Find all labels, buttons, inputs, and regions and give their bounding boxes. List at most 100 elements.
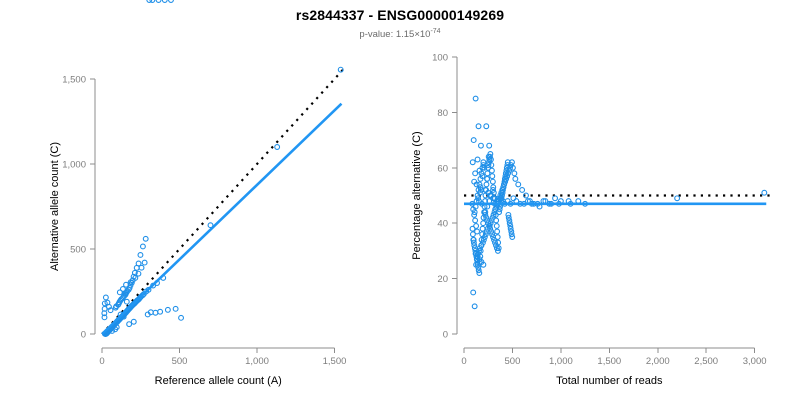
scatter-panel-percentage: 0 20 40 60 80 100 0 500 1,000 1,500 2,000 2,500 3,00… [400, 0, 800, 400]
scatter-point [475, 123, 482, 130]
scatter-point [486, 142, 493, 149]
scatter-point [471, 211, 478, 218]
scatter-point [512, 175, 519, 182]
scatter-point [478, 170, 485, 177]
scatter-point [135, 260, 142, 267]
scatter-point [135, 270, 142, 277]
scatter-point [101, 300, 108, 307]
scatter-point [508, 231, 515, 238]
scatter-point [674, 195, 681, 202]
scatter-point [475, 195, 482, 202]
y-tick-label: 20 [437, 274, 448, 285]
y-tick-label: 1,000 [62, 160, 86, 171]
scatter-point [501, 178, 508, 185]
scatter-point [489, 178, 496, 185]
scatter-point [479, 164, 486, 171]
figure-subtitle: p-value: 1.15×10-74 [0, 28, 800, 40]
scatter-point [501, 175, 508, 182]
scatter-point [274, 144, 281, 150]
scatter-point [487, 156, 494, 163]
scatter-point [488, 192, 495, 199]
scatter-point [499, 192, 505, 199]
regression-line [101, 102, 343, 335]
scatter-point [484, 170, 491, 177]
scatter-point [149, 0, 156, 3]
x-tick-label: 1,000 [245, 356, 269, 367]
scatter-point [137, 252, 144, 258]
scatter-point [502, 170, 509, 177]
scatter-point [469, 225, 476, 232]
scatter-point [476, 181, 483, 188]
x-tick-label: 3,000 [743, 356, 767, 367]
scatter-point [496, 206, 503, 213]
x-tick-label: 0 [99, 356, 104, 367]
scatter-point [484, 175, 491, 182]
x-tick-label: 500 [172, 356, 188, 367]
scatter-point [506, 217, 513, 224]
scatter-point [485, 220, 492, 227]
scatter-point [474, 228, 481, 235]
scatter-point [101, 310, 108, 317]
scatter-point [473, 223, 480, 229]
scatter-point [490, 211, 497, 218]
scatter-point [477, 247, 484, 254]
x-axis-title: Reference allele count (A) [155, 375, 282, 387]
scatter-point [493, 242, 499, 249]
scatter-point [552, 195, 559, 202]
pvalue-exponent: -74 [430, 28, 441, 35]
scatter-point [471, 303, 478, 310]
scatter-point [482, 192, 489, 199]
scatter-point [503, 167, 510, 174]
x-axis-title: Total number of reads [556, 375, 663, 387]
scatter-point [164, 306, 171, 313]
scatter-point [761, 189, 768, 196]
scatter-point [489, 173, 496, 180]
scatter-point [475, 264, 482, 271]
x-tick-label: 1,000 [549, 356, 573, 367]
scatter-point [498, 195, 505, 202]
scatter-point [172, 305, 179, 312]
scatter-point [472, 217, 479, 224]
scatter-point [491, 236, 497, 243]
scatter-point [505, 211, 512, 218]
scatter-point [146, 0, 153, 3]
scatter-point [506, 220, 513, 227]
scatter-point [141, 259, 148, 266]
scatter-point [101, 314, 108, 321]
scatter-point [472, 95, 479, 102]
scatter-point [140, 291, 147, 297]
scatter-point [107, 307, 114, 314]
scatter-point [493, 245, 500, 252]
scatter-point [478, 236, 485, 243]
scatter-point [470, 137, 477, 144]
scatter-point [478, 242, 485, 249]
percentage-scatter-svg: 0 20 40 60 80 100 0 500 1,000 1,500 2,000 2,500 3,00… [411, 53, 771, 387]
scatter-point [471, 245, 478, 252]
scatter-point [126, 321, 133, 328]
scatter-point [471, 242, 478, 249]
scatter-point [142, 235, 149, 242]
allele-count-scatter-svg: 0 500 1,000 1,500 0 500 1,000 1,500 Reference al… [49, 0, 346, 387]
reference-line [101, 68, 345, 335]
scatter-point [112, 326, 119, 333]
scatter-point [337, 66, 344, 73]
scatter-point [123, 298, 130, 305]
scatter-point [502, 173, 509, 180]
scatter-point [473, 181, 480, 188]
scatter-point [493, 223, 500, 229]
scatter-point [116, 289, 123, 296]
scatter-point [504, 159, 511, 166]
scatter-point [488, 228, 495, 235]
scatter-point [510, 195, 517, 202]
scatter-point [477, 189, 483, 196]
scatter-point [476, 270, 483, 277]
x-tick-label: 1,500 [597, 356, 621, 367]
scatter-point [490, 187, 497, 193]
y-tick-label: 40 [437, 219, 448, 230]
scatter-point [505, 214, 512, 221]
scatter-point [483, 214, 490, 221]
y-axis-title: Alternative allele count (C) [49, 142, 61, 271]
scatter-point [477, 253, 484, 260]
scatter-point [157, 308, 164, 315]
